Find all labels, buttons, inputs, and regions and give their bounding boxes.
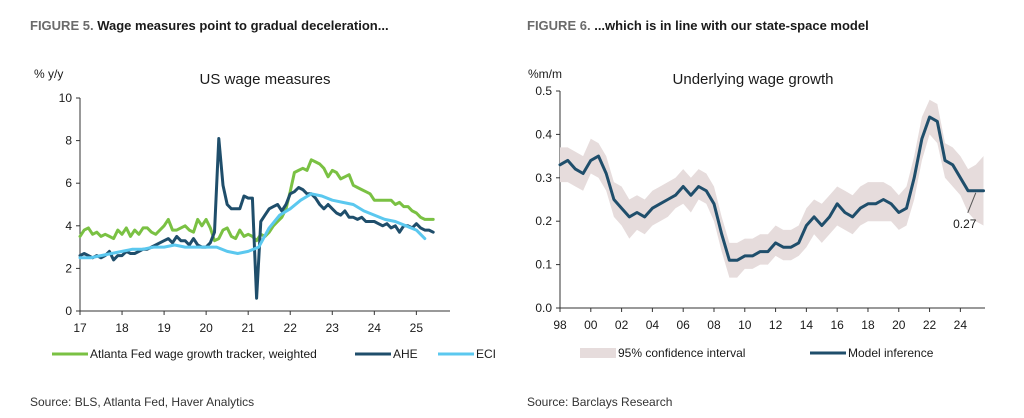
chart1-xtick-label: 23 bbox=[326, 321, 340, 335]
chart2-series-95-confidence-interval-band bbox=[560, 99, 984, 278]
chart1-xtick-label: 22 bbox=[284, 321, 298, 335]
chart1-ytick-label: 6 bbox=[65, 176, 72, 190]
chart2-xtick-label: 02 bbox=[615, 318, 629, 332]
chart1-xtick-label: 24 bbox=[368, 321, 382, 335]
chart2-series-model-inference bbox=[558, 115, 985, 262]
chart2-series-95-confidence-interval-legend-swatch bbox=[580, 348, 616, 358]
chart1-series-eci-legend-label: ECI bbox=[476, 347, 496, 361]
chart2-ylabel: %m/m bbox=[528, 67, 562, 81]
chart1-ytick-label: 4 bbox=[65, 219, 72, 233]
chart1-series-atlanta-fed-wage-growth-tracker-weighted-line bbox=[78, 158, 435, 243]
chart1-xtick-label: 19 bbox=[157, 321, 171, 335]
chart2-xtick-label: 16 bbox=[830, 318, 844, 332]
chart1-ytick-label: 10 bbox=[59, 91, 73, 105]
figure-6-title: FIGURE 6. ...which is in line with our s… bbox=[527, 18, 869, 33]
chart2-title: Underlying wage growth bbox=[673, 71, 834, 88]
chart2-xtick-label: 00 bbox=[584, 318, 598, 332]
chart2-xtick-label: 18 bbox=[861, 318, 875, 332]
chart1-ytick-label: 2 bbox=[65, 261, 72, 275]
chart2-xtick-label: 20 bbox=[892, 318, 906, 332]
chart2-series-model-inference-legend-label: Model inference bbox=[848, 346, 934, 360]
chart2-xtick-label: 98 bbox=[553, 318, 567, 332]
chart2-ytick-label: 0.0 bbox=[535, 301, 552, 315]
figure-5-number: FIGURE 5. bbox=[30, 18, 94, 33]
chart1-xtick-label: 21 bbox=[242, 321, 256, 335]
figure-5-heading: Wage measures point to gradual decelerat… bbox=[97, 18, 389, 33]
chart2-group: Underlying wage growth %m/m 0.0 0.1 0.2 0.3 0.… bbox=[528, 67, 985, 360]
chart2-series-95-confidence-interval bbox=[559, 99, 984, 278]
figure-5-title: FIGURE 5. Wage measures point to gradual… bbox=[30, 18, 389, 33]
chart1-xtick-label: 17 bbox=[73, 321, 87, 335]
chart2-ytick-label: 0.2 bbox=[535, 214, 552, 228]
chart2-xtick-label: 08 bbox=[707, 318, 721, 332]
chart2-series-95-confidence-interval-legend-label: 95% confidence interval bbox=[618, 346, 745, 360]
chart1-series-eci-line bbox=[78, 192, 427, 260]
figure-5-source: Source: BLS, Atlanta Fed, Haver Analytic… bbox=[30, 395, 255, 409]
chart1-series-atlanta-fed-wage-growth-tracker-weighted bbox=[78, 158, 435, 243]
figure-6-source: Source: Barclays Research bbox=[527, 395, 673, 409]
chart1-title: US wage measures bbox=[200, 71, 331, 88]
chart2-xtick-label: 22 bbox=[923, 318, 937, 332]
chart2-ytick-label: 0.5 bbox=[535, 84, 552, 98]
chart1-series-ahe bbox=[78, 137, 435, 300]
figure-6-heading: ...which is in line with our state-space… bbox=[594, 18, 869, 33]
chart2-ytick-label: 0.1 bbox=[535, 258, 552, 272]
chart2-ytick-label: 0.4 bbox=[535, 127, 552, 141]
chart2-ytick-label: 0.3 bbox=[535, 171, 552, 185]
chart2-xtick-label: 04 bbox=[646, 318, 660, 332]
chart1-series-atlanta-fed-wage-growth-tracker-weighted-legend-label: Atlanta Fed wage growth tracker, weighte… bbox=[90, 347, 317, 361]
chart2-xtick-label: 14 bbox=[800, 318, 814, 332]
chart2-xtick-label: 10 bbox=[738, 318, 752, 332]
chart2-xtick-label: 24 bbox=[954, 318, 968, 332]
chart2-annotation: 0.27 bbox=[953, 217, 977, 231]
chart1-series-eci bbox=[78, 192, 427, 260]
chart1-ytick-label: 8 bbox=[65, 134, 72, 148]
chart1-ylabel: % y/y bbox=[34, 67, 63, 81]
chart2-xtick-label: 06 bbox=[677, 318, 691, 332]
chart2-annotation-leader bbox=[967, 192, 977, 214]
figure-6-number: FIGURE 6. bbox=[527, 18, 591, 33]
chart1-xtick-label: 18 bbox=[115, 321, 129, 335]
chart2-xtick-label: 12 bbox=[769, 318, 783, 332]
chart1-xtick-label: 20 bbox=[199, 321, 213, 335]
chart1-ytick-label: 0 bbox=[65, 304, 72, 318]
chart2-series-model-inference-line bbox=[558, 115, 985, 262]
chart1-series-ahe-legend-label: AHE bbox=[393, 347, 418, 361]
chart1-xtick-label: 25 bbox=[410, 321, 424, 335]
